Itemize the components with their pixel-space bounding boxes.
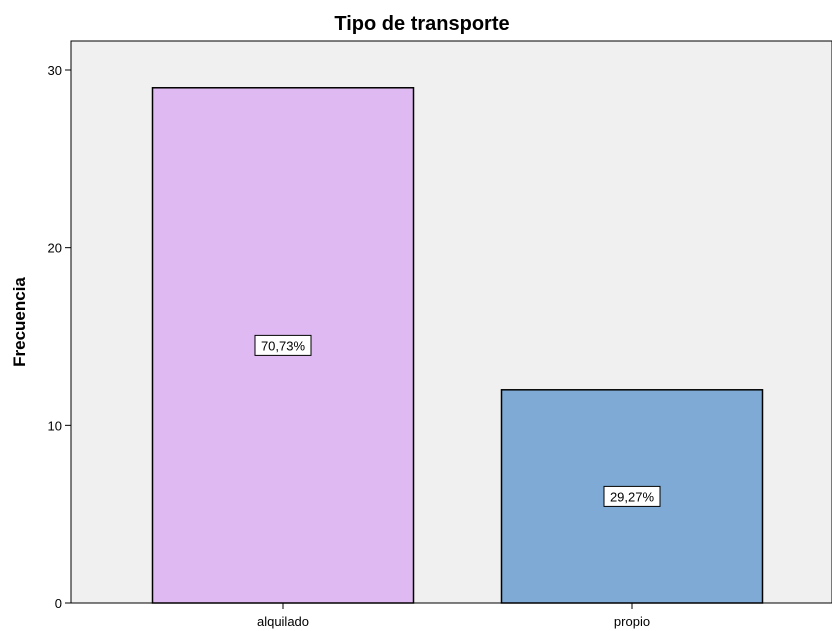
y-tick-label: 20 [48,241,62,256]
x-tick-label: alquilado [257,614,309,629]
data-label-box [254,334,312,356]
data-label-box [603,485,661,507]
x-tick-label: propio [614,614,650,629]
chart-title: Tipo de transporte [334,13,509,35]
data-label: 29,27% [610,489,655,504]
y-tick-label: 0 [55,596,62,611]
data-label: 70,73% [261,338,306,353]
y-tick-label: 30 [48,63,62,78]
y-axis-label: Frecuencia [10,277,29,367]
y-tick-label: 10 [48,418,62,433]
